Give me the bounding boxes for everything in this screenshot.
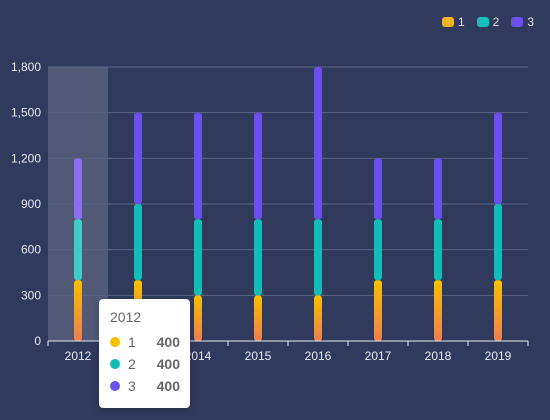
y-tick-label-0: 0: [34, 334, 41, 348]
bar-series-3-2019[interactable]: [494, 112, 502, 204]
x-tick-label-2016: 2016: [305, 349, 332, 363]
y-tick-label-4: 1,200: [11, 151, 41, 165]
bar-series-3-2014[interactable]: [194, 112, 202, 220]
legend-label-3: 3: [527, 15, 534, 29]
y-tick-label-3: 900: [21, 197, 41, 211]
x-tick-label-2018: 2018: [425, 349, 452, 363]
tooltip-dot-2: [110, 359, 120, 369]
bar-series-2-2014[interactable]: [194, 219, 202, 296]
bar-series-2-2016[interactable]: [314, 219, 322, 296]
legend-swatch-2: [476, 17, 489, 27]
bar-series-1-2014[interactable]: [194, 295, 202, 341]
bar-series-3-2017[interactable]: [374, 158, 382, 220]
legend-swatch-3: [511, 17, 524, 27]
bar-series-2-2015[interactable]: [254, 219, 262, 296]
bar-series-3-2015[interactable]: [254, 112, 262, 220]
legend: 1 2 3: [441, 15, 534, 29]
bar-series-2-2018[interactable]: [434, 219, 442, 281]
bar-series-1-2015[interactable]: [254, 295, 262, 341]
bar-series-1-2019[interactable]: [494, 280, 502, 341]
tooltip-row-3: 3 400: [110, 375, 180, 397]
tooltip-row-1: 1 400: [110, 331, 180, 353]
x-tick-label-2017: 2017: [365, 349, 392, 363]
legend-label-2: 2: [492, 15, 500, 29]
bar-series-2-2012[interactable]: [74, 219, 82, 281]
y-tick-label-1: 300: [21, 288, 41, 302]
tooltip-row-2: 2 400: [110, 353, 180, 375]
tooltip: 2012 1 400 2 400 3 400: [99, 299, 190, 408]
x-tick-label-2014: 2014: [185, 349, 212, 363]
y-tick-label-5: 1,500: [11, 106, 41, 120]
bar-series-3-2016[interactable]: [314, 67, 322, 220]
bar-series-1-2017[interactable]: [374, 280, 382, 341]
tooltip-dot-1: [110, 337, 120, 347]
tooltip-title: 2012: [110, 309, 142, 325]
bar-series-1-2018[interactable]: [434, 280, 442, 341]
x-tick-label-2019: 2019: [485, 349, 512, 363]
legend-item-3[interactable]: 3: [511, 15, 534, 29]
bar-series-3-2012[interactable]: [74, 158, 82, 220]
tooltip-value-3: 400: [156, 378, 180, 394]
tooltip-series-name-1: 1: [128, 334, 136, 350]
legend-swatch-1: [441, 17, 454, 27]
legend-item-2[interactable]: 2: [476, 15, 500, 29]
legend-label-1: 1: [457, 15, 465, 29]
bar-series-2-2013[interactable]: [134, 204, 142, 281]
bar-series-1-2012[interactable]: [74, 280, 82, 341]
bar-series-1-2016[interactable]: [314, 295, 322, 341]
bar-series-2-2017[interactable]: [374, 219, 382, 281]
tooltip-value-2: 400: [156, 356, 180, 372]
tooltip-value-1: 400: [156, 334, 180, 350]
x-tick-label-2012: 2012: [65, 349, 92, 363]
tooltip-series-name-3: 3: [128, 378, 136, 394]
bar-series-3-2018[interactable]: [434, 158, 442, 220]
legend-item-1[interactable]: 1: [441, 15, 465, 29]
y-tick-label-6: 1,800: [11, 60, 41, 74]
bar-series-3-2013[interactable]: [134, 112, 142, 204]
x-tick-label-2015: 2015: [245, 349, 272, 363]
bar-series-2-2019[interactable]: [494, 204, 502, 281]
tooltip-series-name-2: 2: [128, 356, 136, 372]
tooltip-dot-3: [110, 381, 120, 391]
y-tick-label-2: 600: [21, 243, 41, 257]
